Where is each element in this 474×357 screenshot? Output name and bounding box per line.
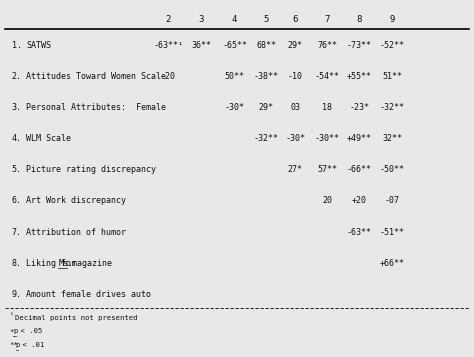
Text: +66**: +66** [380,258,405,268]
Text: Attitudes Toward Women Scale: Attitudes Toward Women Scale [26,72,166,81]
Text: 57**: 57** [317,165,337,175]
Text: Personal Attributes:  Female: Personal Attributes: Female [26,103,166,112]
Text: -65**: -65** [222,41,247,50]
Text: 9.: 9. [12,290,22,299]
Text: 6: 6 [292,15,298,24]
Text: SATWS: SATWS [26,41,51,50]
Text: 68**: 68** [256,41,276,50]
Text: -23*: -23* [349,103,369,112]
Text: -54**: -54** [315,72,339,81]
Text: -52**: -52** [380,41,405,50]
Text: 7: 7 [324,15,330,24]
Text: -73**: -73** [347,41,372,50]
Text: < .05: < .05 [16,328,42,334]
Text: 50**: 50** [225,72,245,81]
Text: 2: 2 [165,15,171,24]
Text: Art Work discrepancy: Art Work discrepancy [26,196,126,206]
Text: 7.: 7. [12,227,22,237]
Text: magazine: magazine [67,258,112,268]
Text: +49**: +49** [347,134,372,144]
Text: +20: +20 [352,196,367,206]
Text: Amount female drives auto: Amount female drives auto [26,290,151,299]
Text: 32**: 32** [383,134,402,144]
Text: WLM Scale: WLM Scale [26,134,71,144]
Text: 9: 9 [390,15,395,24]
Text: Decimal points not presented: Decimal points not presented [15,315,137,321]
Text: 5.: 5. [12,165,22,175]
Text: < .01: < .01 [18,342,45,348]
Text: -51**: -51** [380,227,405,237]
Text: 4: 4 [232,15,237,24]
Text: 5: 5 [264,15,269,24]
Text: -10: -10 [288,72,303,81]
Text: ¹: ¹ [9,313,13,319]
Text: p: p [13,328,18,334]
Text: +55**: +55** [347,72,372,81]
Text: 27*: 27* [288,165,303,175]
Text: -30**: -30** [315,134,339,144]
Text: 76**: 76** [317,41,337,50]
Text: -20: -20 [161,72,176,81]
Text: 4.: 4. [12,134,22,144]
Text: 20: 20 [322,196,332,206]
Text: -63**¹: -63**¹ [153,41,183,50]
Text: -50**: -50** [380,165,405,175]
Text: -38**: -38** [254,72,279,81]
Text: -66**: -66** [347,165,372,175]
Text: -30*: -30* [285,134,305,144]
Text: 3.: 3. [12,103,22,112]
Text: Liking for: Liking for [26,258,81,268]
Text: 8: 8 [356,15,362,24]
Text: 2.: 2. [12,72,22,81]
Text: -32**: -32** [254,134,279,144]
Text: p: p [16,342,20,348]
Text: -07: -07 [385,196,400,206]
Text: 36**: 36** [191,41,211,50]
Text: 29*: 29* [259,103,274,112]
Text: 3: 3 [199,15,204,24]
Text: 6.: 6. [12,196,22,206]
Text: 1.: 1. [12,41,22,50]
Text: 03: 03 [290,103,301,112]
Text: Attribution of humor: Attribution of humor [26,227,126,237]
Text: -32**: -32** [380,103,405,112]
Text: 18: 18 [322,103,332,112]
Text: -63**: -63** [347,227,372,237]
Text: 51**: 51** [383,72,402,81]
Text: Picture rating discrepancy: Picture rating discrepancy [26,165,156,175]
Text: Ms.: Ms. [58,258,73,268]
Text: **: ** [9,342,18,348]
Text: 8.: 8. [12,258,22,268]
Text: 29*: 29* [288,41,303,50]
Text: -30*: -30* [225,103,245,112]
Text: *: * [9,328,14,334]
